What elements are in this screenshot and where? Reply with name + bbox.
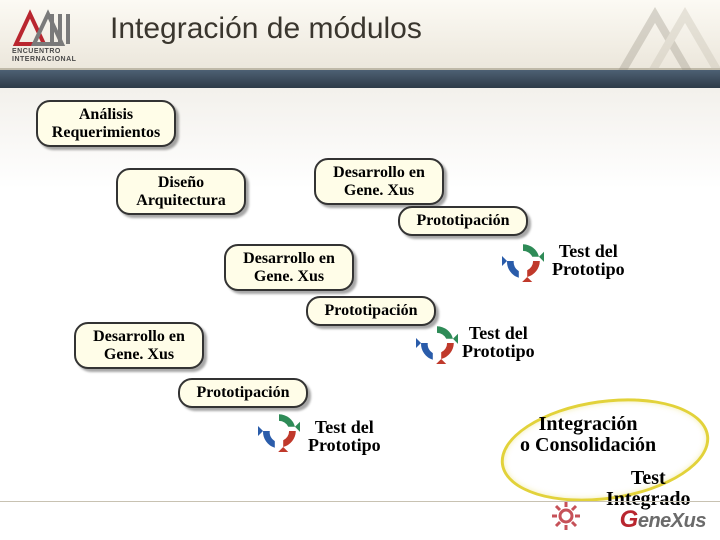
label-test-1: Test del Prototipo [552,242,625,278]
label-test-integrated: Test Integrado [606,468,690,510]
gear-icon [552,502,580,530]
label-test-2: Test del Prototipo [462,324,535,360]
node-architecture: Diseño Arquitectura [116,168,246,215]
label-integration: Integración o Consolidación [520,414,656,456]
node-analysis: Análisis Requerimientos [36,100,176,147]
node-dev-1: Desarrollo en Gene. Xus [314,158,444,205]
slide-title: Integración de módulos [110,12,422,46]
diagram-canvas: Análisis Requerimientos Diseño Arquitect… [0,92,720,500]
event-logo-line1: ENCUENTRO [12,48,61,55]
accent-band [0,70,720,88]
node-dev-2: Desarrollo en Gene. Xus [224,244,354,291]
node-dev-3: Desarrollo en Gene. Xus [74,322,204,369]
product-logo-initial: G [620,506,638,533]
event-logo-line2: INTERNACIONAL [12,56,77,62]
event-logo: ENCUENTRO INTERNACIONAL [8,6,98,62]
cycle-arrows-icon [416,322,458,364]
cycle-arrows-icon [258,410,300,452]
node-proto-3: Prototipación [178,378,308,408]
label-test-3: Test del Prototipo [308,418,381,454]
node-proto-1: Prototipación [398,206,528,236]
product-logo-rest: eneXus [638,510,706,532]
footer-divider [0,501,720,502]
cycle-arrows-icon [502,240,544,282]
product-logo: GeneXus [620,506,706,534]
slide-root: ENCUENTRO INTERNACIONAL Integración de m… [0,0,720,540]
